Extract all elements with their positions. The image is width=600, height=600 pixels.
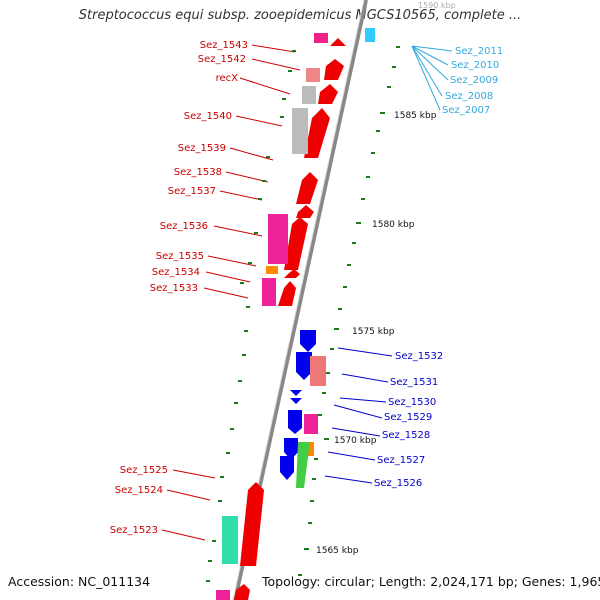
gene-block [262,278,276,306]
gene-label: Sez_1536 [160,221,208,232]
gene-block [268,214,288,264]
gene-arrow [278,281,296,306]
gene-label: Sez_1529 [384,412,432,423]
scale-label: 1580 kbp [372,220,415,230]
gene-label: Sez_2009 [450,75,498,86]
scale-label: 1585 kbp [394,111,437,121]
gene-arrow [296,205,314,218]
gene-arrow [290,390,302,396]
gene-arrow [330,38,346,46]
tick-marks [206,46,400,582]
accession-text: Accession: NC_011134 [8,574,151,589]
right-leader-lines [324,347,393,484]
gene-label: Sez_1537 [168,186,216,197]
gene-arrow [240,482,264,566]
gene-arrow [290,398,302,404]
gene-label: Sez_1531 [390,377,438,388]
gene-block [222,516,238,564]
gene-label: Sez_1538 [174,167,222,178]
gene-label: Sez_2010 [451,60,499,71]
gene-label: Sez_1539 [178,143,226,154]
gene-label: Sez_2007 [442,105,490,116]
left-leader-lines [161,44,301,541]
gene-block [292,108,308,154]
gene-label: Sez_1526 [374,478,422,489]
gene-arrow [300,330,316,352]
gene-label: Sez_1543 [200,40,248,51]
gene-arrow [284,438,298,460]
gene-arrow [284,217,308,270]
gene-block [314,33,328,43]
gene-label: recX [216,73,239,84]
gene-label: Sez_1528 [382,430,430,441]
map-title: Streptococcus equi subsp. zooepidemicus … [78,8,522,23]
gene-arrow [296,442,310,488]
gene-arrow [324,59,344,80]
gene-block [302,86,316,104]
gene-arrow [280,456,294,480]
gene-label: Sez_1527 [377,455,425,466]
gene-block [304,414,318,434]
forward-genes [262,33,346,306]
middle-genes [280,330,326,488]
gene-block [266,266,278,274]
gene-label: Sez_1530 [388,397,436,408]
scale-label: 1575 kbp [352,327,395,337]
gene-label: Sez_2008 [445,91,493,102]
gene-arrow [288,410,302,434]
gene-label: Sez_2011 [455,46,503,57]
scale-label: 1590 kbp [418,1,456,10]
gene-arrow [284,269,300,278]
cyan-leader-lines [411,45,453,111]
gene-arrow [318,84,338,104]
gene-arrow [296,172,318,204]
gene-block [306,68,320,82]
scale-label: 1570 kbp [334,436,377,446]
gene-label: Sez_1525 [120,465,168,476]
gene-label: Sez_1524 [115,485,163,496]
scale-label: 1565 kbp [316,546,359,556]
topology-text: Topology: circular; Length: 2,024,171 bp… [262,574,600,589]
gene-label: Sez_1533 [150,283,198,294]
gene-label: Sez_1535 [156,251,204,262]
gene-label: Sez_1532 [395,351,443,362]
gene-arrow [304,108,330,158]
gene-label: Sez_1540 [184,111,232,122]
gene-block [216,590,230,600]
cyan-gene-block [365,28,375,42]
gene-block [310,356,326,386]
gene-arrow [234,584,250,600]
gene-arrow [296,352,312,380]
gene-label: Sez_1523 [110,525,158,536]
gene-label: Sez_1534 [152,267,200,278]
lower-genes [216,482,264,600]
gene-label: Sez_1542 [198,54,246,65]
